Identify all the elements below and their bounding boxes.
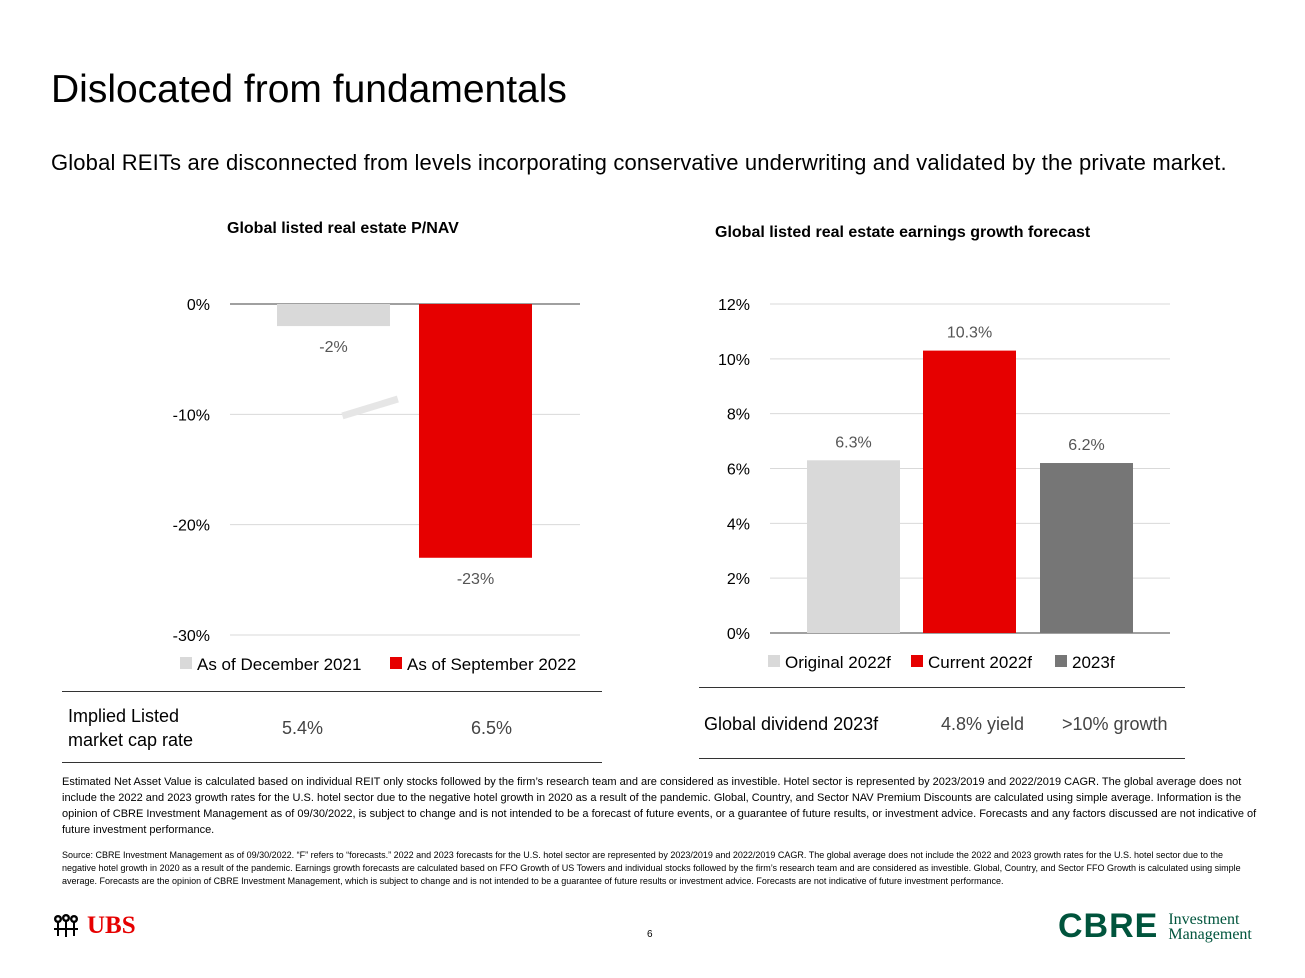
legend-label: As of December 2021 <box>197 655 361 674</box>
decorative-shape <box>341 395 399 420</box>
cbre-wordmark: CBRE <box>1058 907 1159 945</box>
cbre-logo: CBRE Investment Management <box>1058 907 1252 946</box>
y-tick-label: 0% <box>727 626 750 643</box>
y-tick-label: 10% <box>718 352 750 369</box>
dividend-growth: >10% growth <box>1062 714 1168 734</box>
legend-swatch <box>390 657 402 669</box>
y-tick-label: -30% <box>173 628 210 645</box>
cbre-tagline-1: Investment <box>1168 910 1240 928</box>
bar <box>1040 463 1133 633</box>
pnav-chart: 0% -10% -20% -30% -2% -23% As of December 20… <box>173 297 580 674</box>
legend-label: 2023f <box>1072 653 1115 672</box>
bar <box>277 304 390 327</box>
cap-rate-dec-2021: 5.4% <box>282 718 324 738</box>
ubs-logo: UBS <box>51 912 136 940</box>
data-label: 6.2% <box>1068 437 1104 454</box>
y-tick-label: -10% <box>173 407 210 424</box>
legend-label: Current 2022f <box>928 653 1032 672</box>
legend-swatch <box>768 655 780 667</box>
bar <box>419 304 532 558</box>
page-subtitle: Global REITs are disconnected from level… <box>51 150 1227 175</box>
cbre-tagline-2: Management <box>1168 925 1252 943</box>
legend-swatch <box>1055 655 1067 667</box>
table-bottom-rule <box>62 762 602 763</box>
dividend-bottom-rule <box>699 758 1185 759</box>
ubs-wordmark: UBS <box>87 912 136 939</box>
y-tick-label: 8% <box>727 407 750 424</box>
legend-swatch <box>180 657 192 669</box>
y-tick-label: 2% <box>727 571 750 588</box>
legend-label: As of September 2022 <box>407 655 576 674</box>
source-note: Source: CBRE Investment Management as of… <box>62 850 1241 886</box>
dividend-label: Global dividend 2023f <box>704 714 879 734</box>
earnings-chart: 12% 10% 8% 6% 4% 2% 0% 6.3% 10.3% 6.2% Original … <box>718 297 1170 672</box>
y-tick-label: -20% <box>173 518 210 535</box>
data-label: -2% <box>319 339 347 356</box>
y-tick-label: 12% <box>718 297 750 314</box>
dividend-top-rule <box>699 687 1185 688</box>
y-tick-label: 4% <box>727 516 750 533</box>
data-label: 6.3% <box>835 434 871 451</box>
bar <box>807 460 900 633</box>
cap-rate-sep-2022: 6.5% <box>471 718 513 738</box>
ubs-keys-icon <box>54 914 78 937</box>
page-number: 6 <box>647 929 653 940</box>
pnav-chart-title: Global listed real estate P/NAV <box>227 220 459 237</box>
data-label: 10.3% <box>947 325 992 342</box>
table-top-rule <box>62 691 602 692</box>
y-tick-label: 0% <box>187 297 210 314</box>
cap-rate-label: Implied Listed market cap rate <box>68 706 194 750</box>
page-title: Dislocated from fundamentals <box>51 68 567 111</box>
bar <box>923 350 1016 633</box>
dividend-yield: 4.8% yield <box>941 714 1025 734</box>
legend-swatch <box>911 655 923 667</box>
disclaimer-text: Estimated Net Asset Value is calculated … <box>62 776 1257 836</box>
earnings-chart-title: Global listed real estate earnings growt… <box>715 224 1091 241</box>
data-label: -23% <box>457 571 494 588</box>
y-tick-label: 6% <box>727 462 750 479</box>
legend-label: Original 2022f <box>785 653 891 672</box>
